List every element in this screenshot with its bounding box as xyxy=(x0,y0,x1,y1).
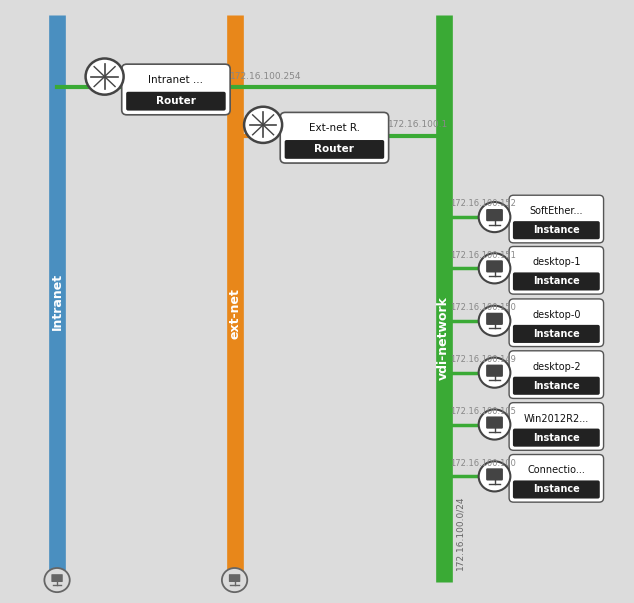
Text: 172.16.100.149: 172.16.100.149 xyxy=(450,355,516,364)
Circle shape xyxy=(479,409,510,440)
FancyBboxPatch shape xyxy=(51,574,63,582)
Text: vdi-network: vdi-network xyxy=(437,295,450,380)
FancyBboxPatch shape xyxy=(486,417,503,429)
Text: desktop-0: desktop-0 xyxy=(532,310,581,320)
Text: ext-net: ext-net xyxy=(228,288,241,339)
Text: Instance: Instance xyxy=(533,380,579,391)
FancyBboxPatch shape xyxy=(486,209,503,221)
Text: 172.16.100.1: 172.16.100.1 xyxy=(388,121,448,129)
Text: 172.16.100.151: 172.16.100.151 xyxy=(450,251,516,259)
Text: Ext-net R.: Ext-net R. xyxy=(309,123,360,133)
Text: Intranet: Intranet xyxy=(51,273,63,330)
Text: Instance: Instance xyxy=(533,432,579,443)
Circle shape xyxy=(222,568,247,592)
Circle shape xyxy=(479,253,510,283)
Text: 172.16.100.0/24: 172.16.100.0/24 xyxy=(455,495,464,570)
Text: Connectio...: Connectio... xyxy=(527,466,585,476)
Circle shape xyxy=(479,306,510,336)
FancyBboxPatch shape xyxy=(280,112,389,163)
FancyBboxPatch shape xyxy=(513,221,600,239)
Text: Win2012R2...: Win2012R2... xyxy=(524,414,589,424)
Text: 172.16.100.100: 172.16.100.100 xyxy=(450,459,516,467)
Text: Router: Router xyxy=(314,145,354,154)
Text: Router: Router xyxy=(156,96,196,106)
FancyBboxPatch shape xyxy=(513,429,600,447)
FancyBboxPatch shape xyxy=(509,247,604,294)
Circle shape xyxy=(86,58,124,95)
FancyBboxPatch shape xyxy=(513,273,600,291)
FancyBboxPatch shape xyxy=(513,325,600,343)
FancyBboxPatch shape xyxy=(509,195,604,243)
FancyBboxPatch shape xyxy=(486,260,503,273)
Text: 172.16.100.254: 172.16.100.254 xyxy=(230,72,301,81)
FancyBboxPatch shape xyxy=(122,64,230,115)
Text: Instance: Instance xyxy=(533,225,579,235)
FancyBboxPatch shape xyxy=(229,574,240,582)
FancyBboxPatch shape xyxy=(126,92,226,110)
Text: Intranet ...: Intranet ... xyxy=(148,75,204,85)
Circle shape xyxy=(479,202,510,232)
Circle shape xyxy=(244,107,282,143)
Text: Instance: Instance xyxy=(533,276,579,286)
Circle shape xyxy=(44,568,70,592)
Text: desktop-1: desktop-1 xyxy=(532,257,581,268)
FancyBboxPatch shape xyxy=(509,351,604,399)
Circle shape xyxy=(479,358,510,388)
Text: 172.16.100.105: 172.16.100.105 xyxy=(450,407,516,415)
Text: 172.16.100.150: 172.16.100.150 xyxy=(450,303,516,312)
Text: Instance: Instance xyxy=(533,484,579,494)
FancyBboxPatch shape xyxy=(486,365,503,377)
FancyBboxPatch shape xyxy=(486,313,503,325)
FancyBboxPatch shape xyxy=(509,403,604,450)
Text: desktop-2: desktop-2 xyxy=(532,362,581,372)
FancyBboxPatch shape xyxy=(509,299,604,347)
Text: 172.16.100.152: 172.16.100.152 xyxy=(450,200,516,208)
FancyBboxPatch shape xyxy=(285,140,384,159)
FancyBboxPatch shape xyxy=(486,469,503,481)
FancyBboxPatch shape xyxy=(513,377,600,395)
Text: Instance: Instance xyxy=(533,329,579,339)
FancyBboxPatch shape xyxy=(513,481,600,499)
FancyBboxPatch shape xyxy=(509,455,604,502)
Text: SoftEther...: SoftEther... xyxy=(529,206,583,216)
Circle shape xyxy=(479,461,510,491)
